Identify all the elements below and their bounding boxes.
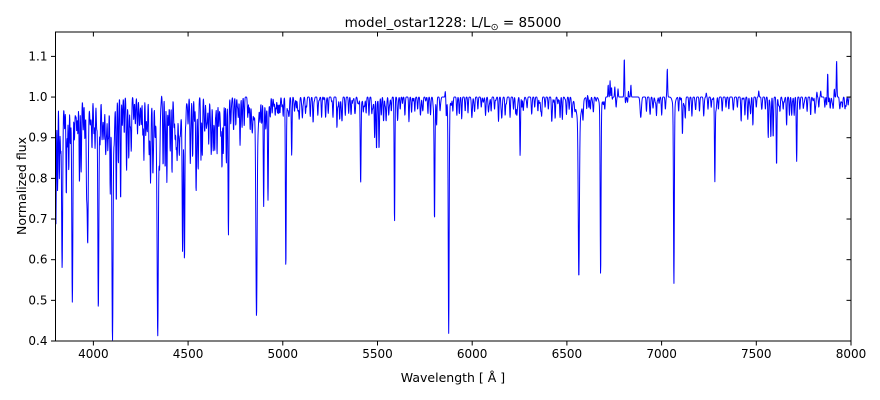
y-tick-label: 0.7	[28, 212, 47, 226]
x-tick-label: 7500	[741, 347, 772, 361]
x-tick-label: 5500	[362, 347, 393, 361]
x-tick-label: 5000	[268, 347, 299, 361]
spectrum-line	[55, 59, 851, 341]
y-tick-label: 1.1	[28, 49, 47, 63]
x-tick-label: 4000	[78, 347, 109, 361]
y-tick-label: 0.6	[28, 253, 47, 267]
y-axis-label: Normalized flux	[14, 137, 29, 235]
x-tick-label: 8000	[836, 347, 867, 361]
x-tick-label: 7000	[646, 347, 677, 361]
plot-title: model_ostar1228: L/L⊙ = 85000	[345, 15, 562, 33]
sun-symbol-subscript: ⊙	[491, 22, 499, 33]
x-tick-label: 4500	[173, 347, 204, 361]
x-tick-label: 6500	[552, 347, 583, 361]
y-tick-label: 1.0	[28, 90, 47, 104]
y-tick-label: 0.8	[28, 171, 47, 185]
y-tick-label: 0.9	[28, 131, 47, 145]
x-axis-label: Wavelength [ Å ]	[401, 370, 505, 385]
y-tick-label: 0.5	[28, 293, 47, 307]
tick-labels: 4000 4500 5000 5500 6000 6500 7000 7500 8000 0.4 0…	[28, 49, 866, 361]
y-tick-label: 0.4	[28, 334, 47, 348]
axes-frame	[55, 31, 852, 342]
tick-marks	[51, 32, 852, 346]
x-tick-label: 6000	[457, 347, 488, 361]
